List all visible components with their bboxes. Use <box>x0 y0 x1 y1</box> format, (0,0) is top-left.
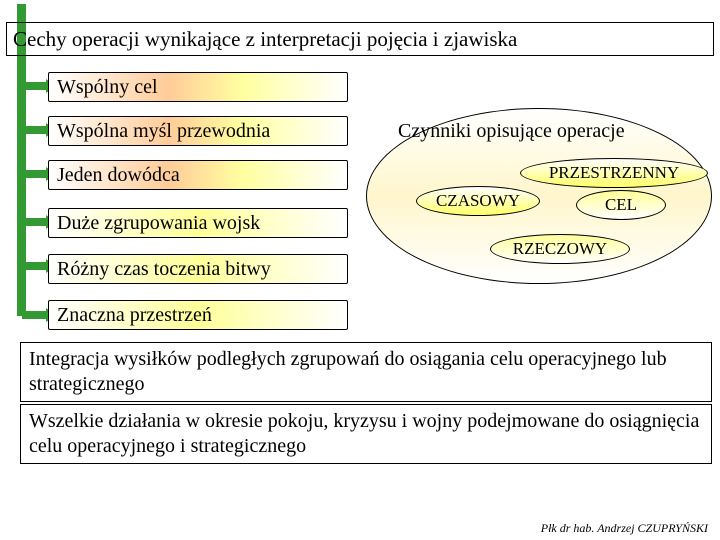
summary-text: Integracja wysiłków podległych zgrupowań… <box>29 348 667 395</box>
feature-box: Duże zgrupowania wojsk <box>48 208 348 238</box>
feature-label: Wspólna myśl przewodnia <box>57 120 270 143</box>
factor-label: CZASOWY <box>436 191 520 211</box>
factor-label: CEL <box>605 195 637 215</box>
author-footer: Płk dr hab. Andrzej CZUPRYŃSKI <box>541 521 708 536</box>
feature-label: Jeden dowódca <box>57 164 180 187</box>
feature-box: Różny czas toczenia bitwy <box>48 254 348 284</box>
slide-title-box: Cechy operacji wynikające z interpretacj… <box>6 22 714 56</box>
feature-box: Znaczna przestrzeń <box>48 300 348 330</box>
factor-ellipse: RZECZOWY <box>490 234 630 264</box>
factors-title: Czynniki opisujące operacje <box>398 120 625 143</box>
factor-ellipse: CEL <box>576 190 666 220</box>
summary-box: Wszelkie działania w okresie pokoju, kry… <box>20 404 712 464</box>
feature-label: Wspólny cel <box>57 76 158 99</box>
feature-box: Wspólna myśl przewodnia <box>48 116 348 146</box>
feature-box: Jeden dowódca <box>48 160 348 190</box>
summary-text: Wszelkie działania w okresie pokoju, kry… <box>29 410 699 457</box>
slide-title: Cechy operacji wynikające z interpretacj… <box>13 27 517 52</box>
feature-label: Różny czas toczenia bitwy <box>57 258 271 281</box>
feature-label: Duże zgrupowania wojsk <box>57 212 260 235</box>
factor-ellipse: PRZESTRZENNY <box>520 158 708 188</box>
factor-label: PRZESTRZENNY <box>549 163 679 183</box>
summary-box: Integracja wysiłków podległych zgrupowań… <box>20 342 712 402</box>
feature-label: Znaczna przestrzeń <box>57 304 212 327</box>
factor-ellipse: CZASOWY <box>416 186 540 216</box>
feature-box: Wspólny cel <box>48 72 348 102</box>
factor-label: RZECZOWY <box>513 239 607 259</box>
